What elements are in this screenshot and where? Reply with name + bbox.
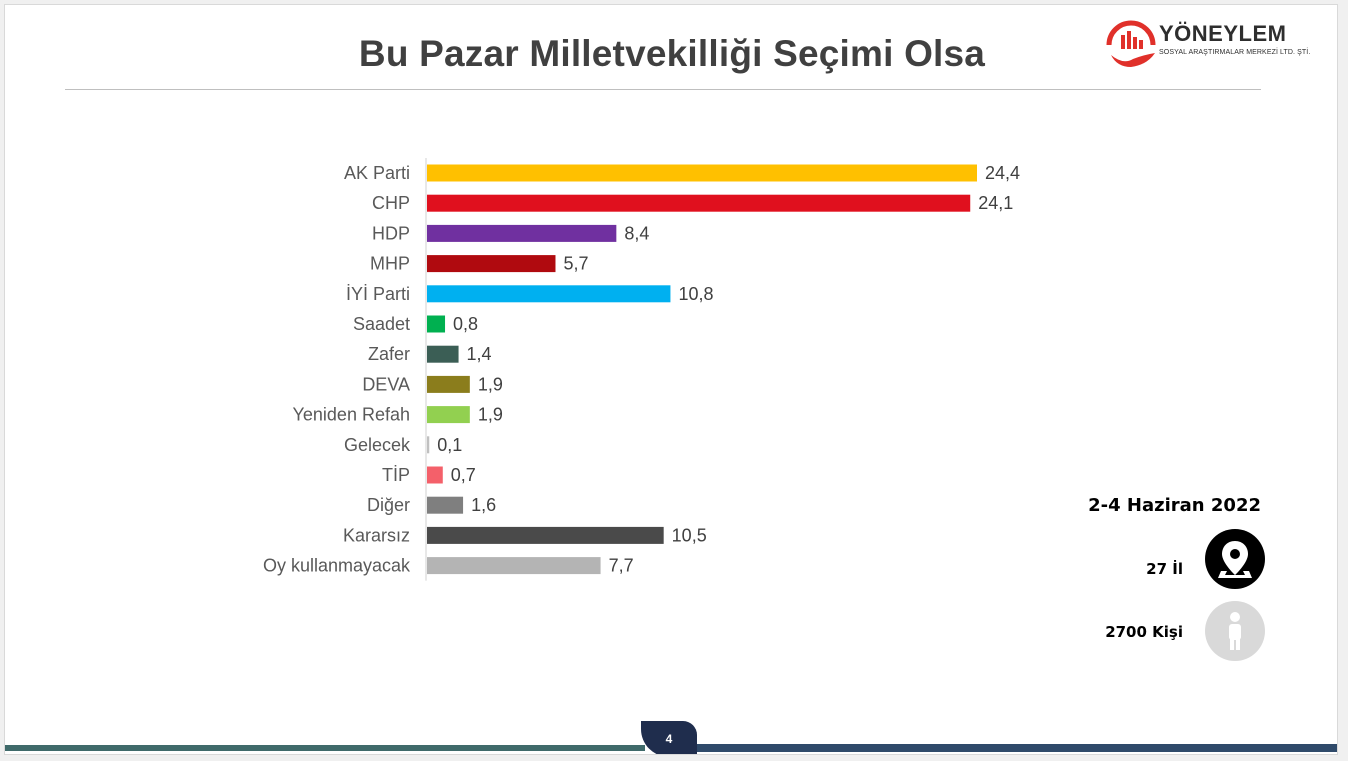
category-label: DEVA (362, 374, 410, 394)
bar (427, 496, 464, 514)
data-label: 10,8 (678, 284, 713, 304)
bar-chart: AK Parti 24,4 CHP 24,1 HDP 8,4 MHP 5,7 İYİ Parti… (263, 158, 1020, 581)
bar (427, 315, 446, 333)
category-label: Diğer (367, 495, 410, 515)
category-label: Gelecek (344, 435, 411, 455)
category-label: Oy kullanmayacak (263, 556, 411, 576)
data-label: 24,1 (978, 193, 1013, 213)
bar (427, 194, 971, 212)
data-label: 5,7 (563, 254, 588, 274)
data-label: 8,4 (624, 223, 649, 243)
footer-bar-left (5, 745, 645, 751)
bar (427, 466, 443, 484)
data-label: 1,4 (467, 344, 492, 364)
bar (427, 436, 430, 454)
title-divider (65, 89, 1261, 90)
bar (427, 224, 617, 242)
footer-bar-right (695, 744, 1337, 752)
data-label: 1,9 (478, 405, 503, 425)
category-label: Zafer (368, 344, 410, 364)
data-label: 0,8 (453, 314, 478, 334)
category-label: Yeniden Refah (293, 405, 410, 425)
category-label: TİP (382, 465, 410, 485)
category-label: Saadet (353, 314, 410, 334)
category-label: AK Parti (344, 163, 410, 183)
building-hand-logo-icon (1106, 20, 1156, 67)
logo-subtitle: SOSYAL ARAŞTIRMALAR MERKEZİ LTD. ŞTİ. (1159, 49, 1311, 56)
cities-label: 27 İl (1146, 560, 1183, 578)
bar (427, 255, 556, 273)
data-label: 0,1 (437, 435, 462, 455)
bar (427, 375, 470, 393)
data-label: 0,7 (451, 465, 476, 485)
data-label: 1,9 (478, 374, 503, 394)
page-number: 4 (641, 721, 697, 754)
data-label: 10,5 (672, 525, 707, 545)
bar (427, 164, 977, 182)
yoneylem-logo: YÖNEYLEM SOSYAL ARAŞTIRMALAR MERKEZİ LTD… (1103, 15, 1318, 75)
slide: Bu Pazar Milletvekilliği Seçimi Olsa YÖN… (4, 4, 1338, 755)
category-label: Kararsız (343, 525, 410, 545)
category-label: HDP (372, 223, 410, 243)
bar (427, 557, 601, 575)
category-label: İYİ Parti (346, 284, 410, 304)
category-label: MHP (370, 254, 410, 274)
location-pin-icon (1205, 529, 1265, 589)
category-label: CHP (372, 193, 410, 213)
people-label: 2700 Kişi (1105, 623, 1183, 641)
data-label: 7,7 (609, 556, 634, 576)
logo-name: YÖNEYLEM (1159, 21, 1287, 46)
survey-date: 2-4 Haziran 2022 (1088, 495, 1261, 516)
bar (427, 285, 671, 303)
bar (427, 406, 470, 424)
data-label: 1,6 (471, 495, 496, 515)
bar (427, 345, 459, 363)
data-label: 24,4 (985, 163, 1020, 183)
bar (427, 526, 664, 544)
person-icon (1205, 601, 1265, 661)
page-title: Bu Pazar Milletvekilliği Seçimi Olsa (358, 33, 986, 74)
